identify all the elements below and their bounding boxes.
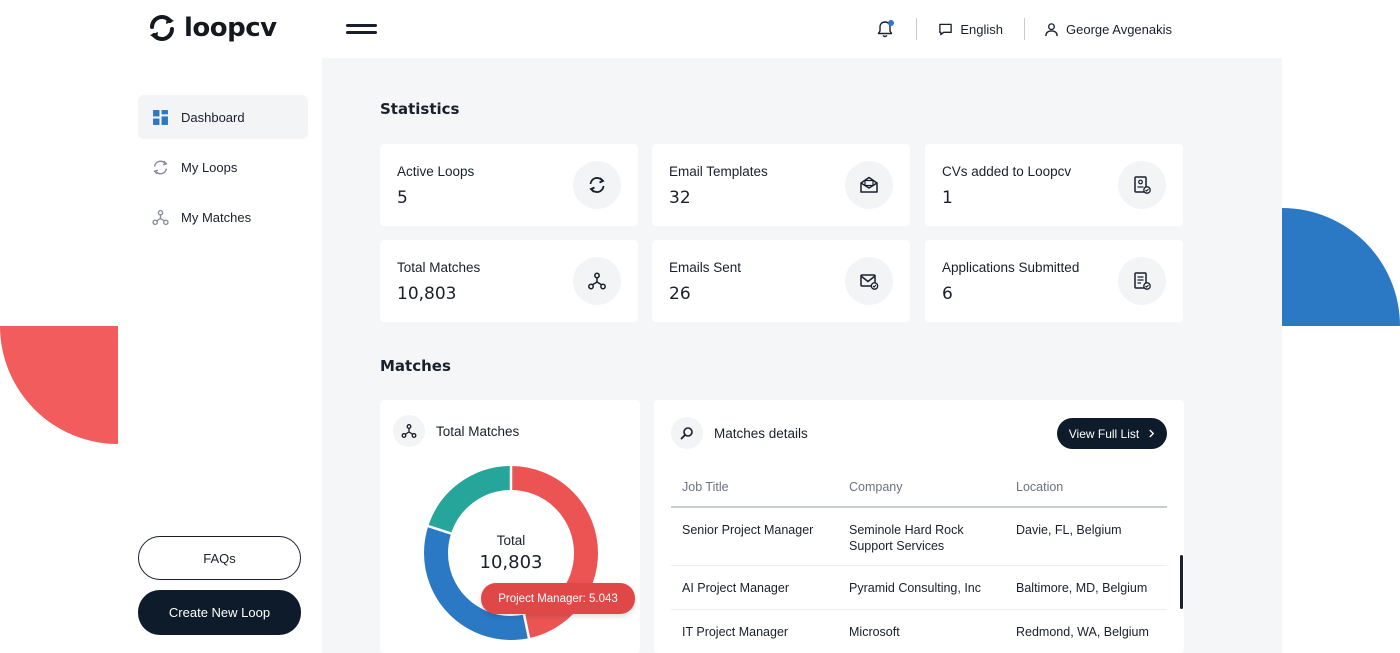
stat-card-cvs-added: CVs added to Loopcv 1 (925, 144, 1183, 226)
menu-toggle-icon[interactable] (346, 22, 377, 36)
view-full-list-button[interactable]: View Full List (1057, 418, 1167, 449)
stat-label: Emails Sent (669, 260, 742, 275)
user-icon (1045, 22, 1058, 36)
stat-card-email-templates: Email Templates 32 (652, 144, 910, 226)
stat-card-applications-submitted: Applications Submitted 6 (925, 240, 1183, 322)
dashboard-icon (153, 109, 168, 125)
card-title: Total Matches (436, 423, 520, 439)
cell-location: Redmond, WA, Belgium (1016, 625, 1149, 639)
cv-check-icon (1118, 161, 1166, 209)
main-content: Statistics Active Loops 5 Email Template… (322, 58, 1282, 653)
cell-job-title: Senior Project Manager (682, 523, 814, 537)
stat-value: 1 (942, 188, 953, 208)
divider (916, 18, 918, 40)
table-header-divider (671, 506, 1167, 508)
logo[interactable]: loopcv (146, 12, 277, 44)
user-menu[interactable]: George Avgenakis (1044, 22, 1172, 37)
brand-name: loopcv (184, 13, 277, 43)
header-actions: English George Avgenakis (876, 18, 1172, 40)
stat-label: Total Matches (397, 260, 481, 275)
sidebar-item-my-loops[interactable]: My Loops (138, 145, 308, 189)
stat-value: 26 (669, 284, 691, 304)
loop-logo-icon (150, 15, 174, 41)
sidebar-item-label: My Matches (181, 209, 252, 225)
language-label: English (960, 21, 1003, 37)
stat-value: 32 (669, 188, 691, 208)
cell-company: Microsoft (849, 625, 900, 639)
sidebar-item-label: Dashboard (181, 109, 245, 125)
chat-bubble-icon (939, 23, 953, 35)
matches-title: Matches (380, 357, 451, 375)
stat-label: Email Templates (669, 164, 768, 179)
table-row[interactable]: IT Project Manager Microsoft Redmond, WA… (671, 610, 1167, 653)
donut-center-label: Total (496, 533, 526, 548)
stat-value: 5 (397, 188, 408, 208)
column-header-location[interactable]: Location (1016, 480, 1064, 494)
faqs-button[interactable]: FAQs (138, 536, 301, 580)
divider (1024, 18, 1025, 40)
table-row[interactable]: Senior Project Manager Seminole Hard Roc… (671, 508, 1167, 566)
notification-bell-icon[interactable] (876, 19, 895, 39)
language-selector[interactable]: English (938, 22, 1003, 37)
donut-separator (426, 524, 453, 536)
table-scrollbar[interactable] (1180, 555, 1183, 609)
chevron-right-icon (1149, 429, 1155, 438)
stat-card-emails-sent: Emails Sent 26 (652, 240, 910, 322)
cell-location: Davie, FL, Belgium (1016, 523, 1122, 537)
create-new-loop-button[interactable]: Create New Loop (138, 590, 301, 635)
donut-center-value: 10,803 (479, 552, 543, 573)
email-sent-icon (845, 257, 893, 305)
view-full-list-label: View Full List (1068, 426, 1140, 441)
decorative-red-quarter-circle (0, 326, 118, 444)
stat-card-total-matches: Total Matches 10,803 (380, 240, 638, 322)
app-window: loopcv English (118, 0, 1282, 653)
sidebar-item-label: My Loops (181, 159, 238, 175)
chart-tooltip: Project Manager: 5.043 (481, 583, 635, 614)
sidebar-item-my-matches[interactable]: My Matches (138, 195, 308, 239)
stat-label: CVs added to Loopcv (942, 164, 1072, 179)
email-open-icon (845, 161, 893, 209)
cell-job-title: AI Project Manager (682, 581, 789, 595)
refresh-icon (573, 161, 621, 209)
donut-chart[interactable]: Total 10,803 (422, 464, 600, 642)
cell-location: Baltimore, MD, Belgium (1016, 581, 1148, 595)
card-title: Matches details (714, 425, 808, 441)
matches-icon (573, 257, 621, 305)
cell-company: Seminole Hard Rock Support Services (849, 523, 964, 553)
cell-company: Pyramid Consulting, Inc (849, 581, 982, 595)
stat-card-active-loops: Active Loops 5 (380, 144, 638, 226)
matches-details-card: Matches details View Full List Job Title… (654, 400, 1184, 653)
donut-center: Total 10,803 (422, 464, 600, 642)
column-header-company[interactable]: Company (849, 480, 903, 494)
card-header: Total Matches (393, 415, 519, 447)
matches-icon (393, 415, 425, 447)
top-bar: loopcv English (118, 0, 1282, 58)
stat-value: 6 (942, 284, 953, 304)
donut-separator (522, 613, 531, 640)
table-row[interactable]: AI Project Manager Pyramid Consulting, I… (671, 566, 1167, 610)
donut-chart-svg (424, 465, 598, 640)
matches-icon (152, 209, 169, 225)
sidebar: Dashboard My Loops My Matches (118, 58, 322, 653)
stat-label: Applications Submitted (942, 260, 1080, 275)
notification-dot (888, 20, 895, 26)
loops-icon (153, 160, 168, 174)
column-header-job-title[interactable]: Job Title (682, 480, 729, 494)
user-name: George Avgenakis (1066, 21, 1172, 37)
application-check-icon (1118, 257, 1166, 305)
sidebar-item-dashboard[interactable]: Dashboard (138, 95, 308, 139)
stat-label: Active Loops (397, 164, 475, 179)
card-header: Matches details (671, 417, 808, 449)
cell-job-title: IT Project Manager (682, 625, 789, 639)
statistics-title: Statistics (380, 100, 460, 118)
decorative-blue-quarter-circle (1282, 208, 1400, 326)
search-icon (671, 417, 703, 449)
stat-value: 10,803 (397, 284, 457, 304)
total-matches-card: Total Matches Total 10,803 Project Manag… (380, 400, 640, 653)
donut-slice-1[interactable] (424, 466, 598, 640)
